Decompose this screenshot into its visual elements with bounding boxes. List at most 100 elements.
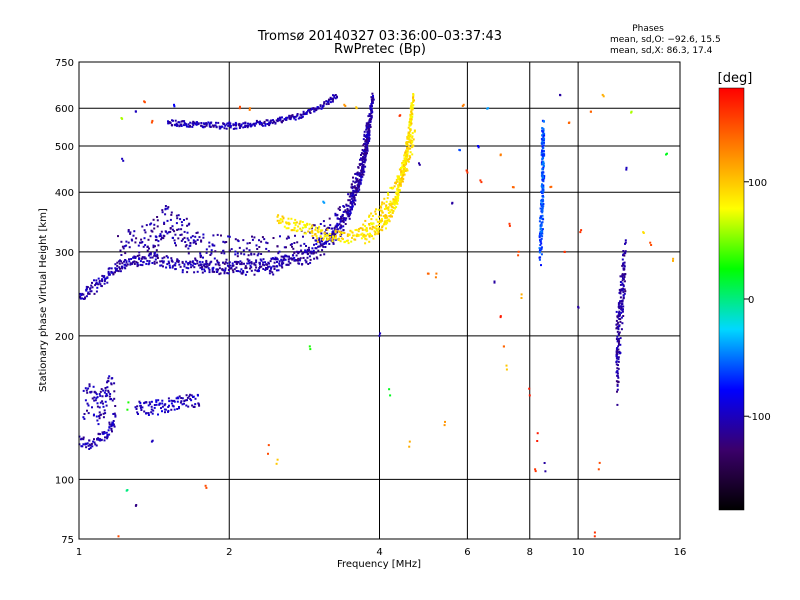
echo-point	[181, 271, 184, 274]
echo-point	[160, 264, 163, 267]
echo-point	[305, 112, 308, 114]
echo-point	[96, 396, 99, 399]
echo-point	[541, 175, 544, 178]
echo-point	[238, 127, 241, 129]
echo-point	[622, 250, 625, 252]
echo-point	[178, 406, 180, 408]
echo-point	[309, 261, 312, 264]
echo-point	[370, 103, 373, 106]
echo-point	[170, 124, 173, 126]
echo-point	[293, 256, 296, 259]
echo-point	[363, 133, 366, 136]
echo-point	[100, 413, 102, 416]
echo-point	[331, 233, 334, 236]
echo-point	[159, 264, 162, 267]
echo-point	[146, 259, 149, 262]
echo-point	[340, 220, 343, 223]
echo-point	[188, 222, 191, 225]
echo-point	[167, 397, 170, 400]
echo-point	[90, 442, 93, 445]
echo-point	[86, 391, 89, 394]
echo-point	[347, 199, 350, 202]
echo-point	[542, 178, 545, 181]
echo-point	[317, 228, 320, 231]
echo-point	[250, 124, 253, 127]
echo-point	[332, 232, 335, 235]
echo-point	[93, 438, 95, 441]
echo-point	[369, 126, 372, 128]
echo-point	[295, 221, 298, 224]
echo-point	[540, 185, 543, 188]
echo-point	[272, 119, 274, 122]
echo-point	[260, 253, 263, 255]
echo-point	[378, 224, 381, 226]
echo-point	[375, 208, 377, 211]
echo-point	[240, 268, 243, 271]
echo-point	[271, 122, 274, 125]
echo-point	[508, 222, 511, 225]
echo-point	[309, 258, 312, 261]
echo-point	[222, 240, 225, 243]
echo-point	[381, 225, 384, 228]
echo-point	[113, 397, 116, 400]
echo-point	[349, 192, 352, 195]
echo-point	[210, 252, 213, 255]
echo-point	[616, 347, 619, 349]
echo-point	[543, 141, 545, 144]
echo-point	[273, 261, 276, 264]
echo-point	[542, 156, 545, 159]
echo-point	[598, 461, 601, 464]
echo-point	[402, 178, 405, 180]
echo-point	[374, 213, 377, 215]
echo-point	[145, 262, 148, 265]
plot-frame	[78, 61, 681, 540]
echo-point	[281, 215, 284, 218]
echo-point	[387, 206, 390, 209]
echo-point	[241, 272, 244, 275]
x-tick-label: 2	[226, 547, 232, 558]
echo-point	[624, 290, 627, 293]
echo-point	[405, 169, 407, 172]
echo-point	[293, 242, 296, 244]
echo-point	[615, 363, 618, 366]
echo-point	[353, 186, 356, 189]
echo-point	[616, 384, 619, 387]
echo-point	[617, 351, 620, 354]
echo-point	[315, 235, 318, 238]
echo-point	[137, 244, 140, 247]
echo-point	[155, 255, 158, 258]
echo-point	[536, 432, 539, 435]
echo-point	[403, 157, 406, 160]
echo-point	[389, 211, 392, 214]
echo-point	[98, 415, 100, 418]
echo-point	[218, 267, 221, 270]
echo-point	[163, 256, 166, 259]
echo-point	[134, 257, 137, 259]
echo-point	[195, 232, 198, 234]
echo-point	[200, 239, 203, 242]
echo-point	[197, 394, 199, 397]
echo-point	[186, 224, 189, 227]
echo-point	[210, 249, 213, 252]
echo-point	[181, 269, 184, 272]
echo-point	[133, 255, 136, 258]
echo-point	[201, 271, 204, 274]
echo-point	[435, 272, 438, 275]
echo-point	[305, 261, 308, 264]
echo-point	[540, 224, 543, 227]
echo-point	[281, 266, 284, 269]
echo-point	[364, 148, 366, 151]
echo-point	[268, 124, 271, 127]
echo-point	[396, 191, 399, 194]
echo-point	[143, 410, 146, 413]
echo-point	[185, 394, 188, 397]
echo-point	[364, 145, 367, 148]
echo-point	[541, 145, 544, 148]
echo-point	[317, 107, 319, 110]
echo-point	[615, 348, 618, 351]
echo-point	[292, 247, 295, 250]
echo-point	[408, 445, 411, 448]
echo-point	[143, 256, 146, 259]
echo-point	[287, 227, 290, 230]
echo-point	[260, 121, 263, 124]
